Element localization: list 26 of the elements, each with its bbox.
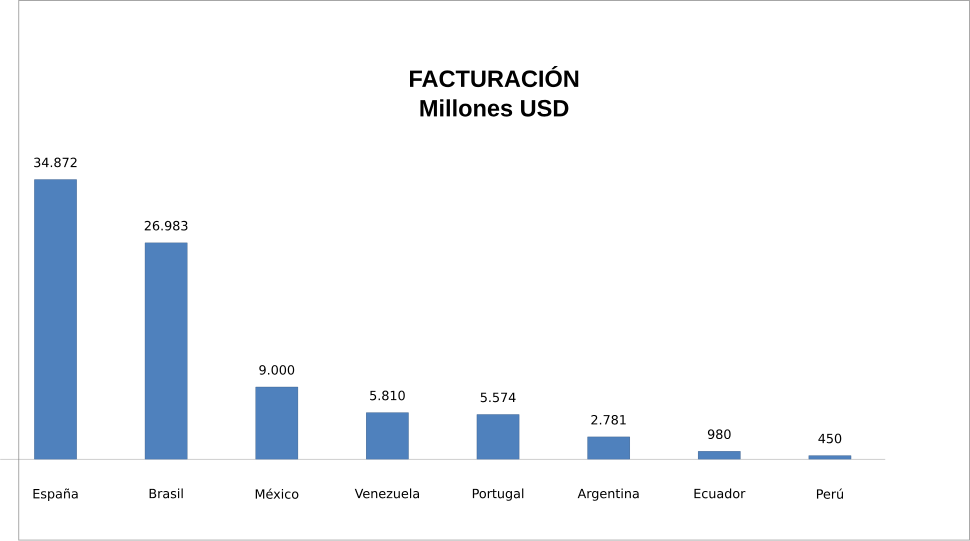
data-label: 450 <box>818 434 842 444</box>
bar <box>587 436 630 460</box>
data-label: 26.983 <box>144 221 188 231</box>
bar <box>34 180 77 460</box>
x-tick-label: Argentina <box>578 488 639 501</box>
data-label: 5.574 <box>480 392 516 402</box>
bar <box>808 456 852 460</box>
data-label: 2.781 <box>591 415 626 425</box>
data-label: 5.810 <box>370 390 405 400</box>
data-label: 34.872 <box>34 158 77 168</box>
bar <box>698 451 741 460</box>
x-tick-label: Perú <box>816 488 843 499</box>
x-tick-label: España <box>34 488 78 502</box>
bar <box>476 414 520 460</box>
bar <box>144 242 188 460</box>
bar <box>366 412 409 460</box>
x-tick-label: México <box>256 488 298 499</box>
data-label: 980 <box>708 430 731 440</box>
data-label: 9.000 <box>259 365 294 375</box>
x-tick-label: Portugal <box>472 488 524 501</box>
x-tick-label: Venezuela <box>354 488 420 498</box>
chart-title: FACTURACIÓN <box>410 66 578 88</box>
bar <box>255 387 298 460</box>
chart-subtitle: Millones USD <box>420 99 568 117</box>
x-tick-label: Brasil <box>150 488 183 498</box>
x-tick-label: Ecuador <box>694 488 746 498</box>
